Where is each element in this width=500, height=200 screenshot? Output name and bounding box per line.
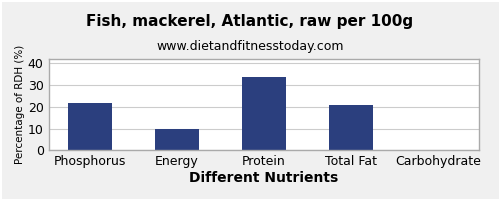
Bar <box>68 103 112 150</box>
Text: Fish, mackerel, Atlantic, raw per 100g: Fish, mackerel, Atlantic, raw per 100g <box>86 14 413 29</box>
Y-axis label: Percentage of RDH (%): Percentage of RDH (%) <box>15 45 25 164</box>
Bar <box>329 105 372 150</box>
X-axis label: Different Nutrients: Different Nutrients <box>190 171 338 185</box>
Text: www.dietandfitnesstoday.com: www.dietandfitnesstoday.com <box>156 40 344 53</box>
Bar <box>242 77 286 150</box>
Bar <box>155 129 198 150</box>
